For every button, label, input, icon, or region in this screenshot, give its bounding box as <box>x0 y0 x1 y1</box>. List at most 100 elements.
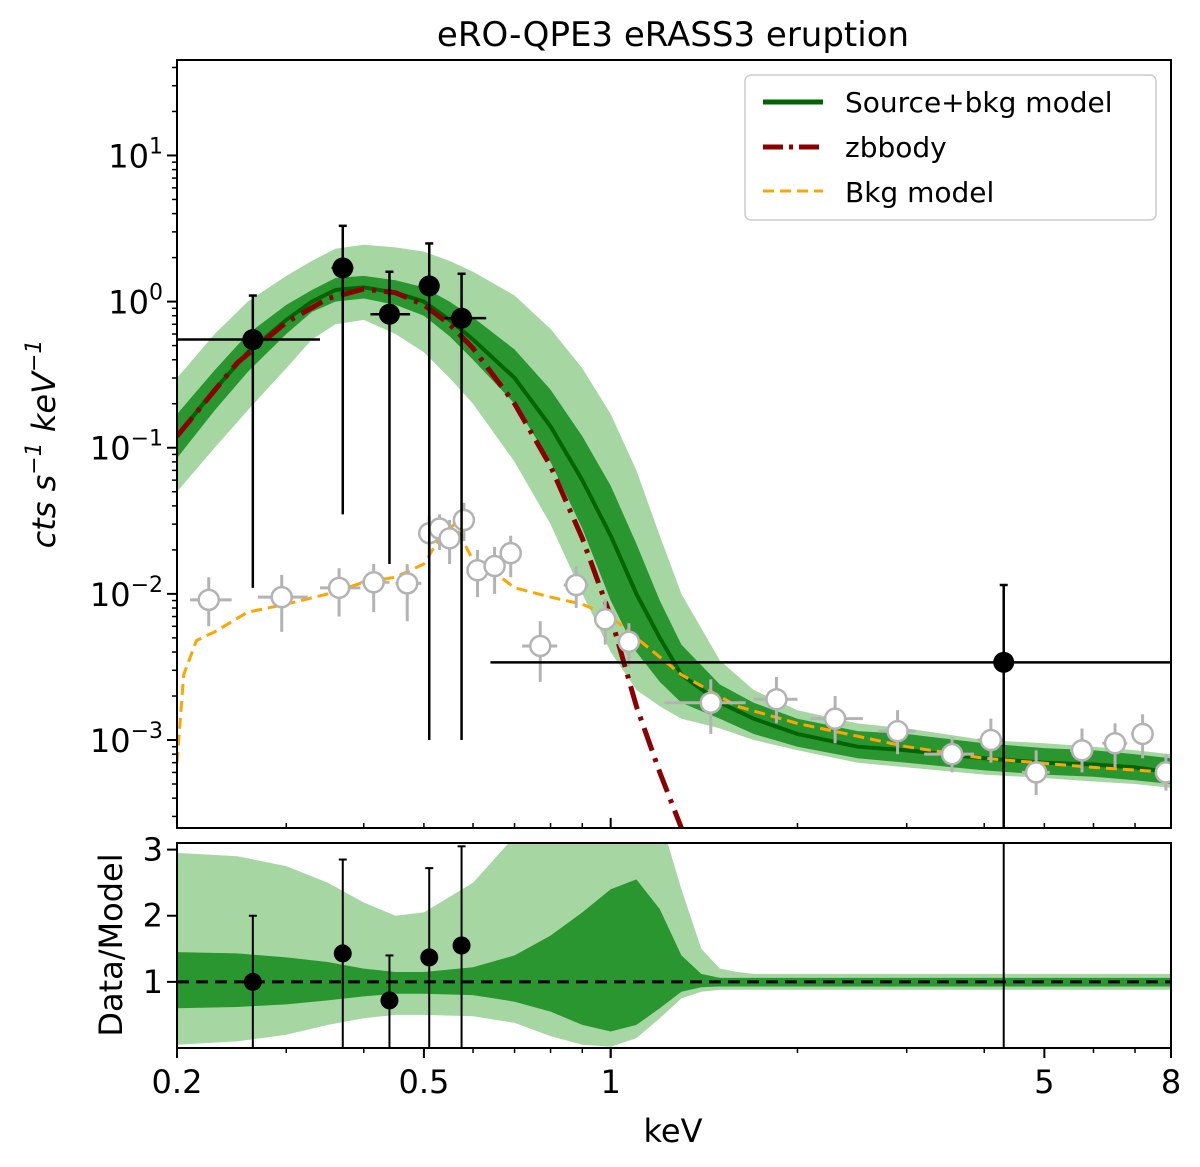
source-data-point <box>418 242 440 741</box>
x-tick-label: 0.5 <box>398 1063 449 1101</box>
bkg-data-point <box>452 502 476 542</box>
ratio-inner-confidence-band <box>177 879 1171 1032</box>
bkg-marker <box>886 719 909 743</box>
bkg-marker <box>823 707 847 730</box>
bkg-data-point <box>319 568 361 617</box>
bkg-marker <box>593 608 617 631</box>
ratio-marker <box>452 936 471 955</box>
bkg-marker <box>765 688 788 711</box>
bkg-marker <box>1070 739 1094 762</box>
bkg-data-point <box>617 623 641 667</box>
ratio-data-points <box>243 843 1005 1048</box>
y-tick-label: 10−1 <box>90 427 163 468</box>
ratio-data-point <box>1002 843 1005 1048</box>
bkg-data-point <box>466 549 489 598</box>
background-data-points <box>190 502 1171 796</box>
ratio-outer-confidence-band <box>177 843 1171 1047</box>
spectrum-plot-area <box>177 224 1171 828</box>
legend-label-bkg-model: Bkg model <box>845 176 994 209</box>
bkg-data-point <box>593 599 617 645</box>
bkg-data-point <box>1131 714 1154 759</box>
y-tick-label: 101 <box>108 134 163 175</box>
ratio-plot-area <box>177 843 1171 1048</box>
bkg-marker <box>270 585 293 609</box>
bkg-marker <box>197 588 220 612</box>
bkg-marker <box>1024 761 1048 784</box>
source-marker <box>993 651 1015 673</box>
ratio-x-ticks: 0.2 0.5 1 5 8 <box>152 1048 1181 1101</box>
bkg-data-point <box>1154 754 1171 791</box>
spectrum-x-ticks <box>176 818 1172 828</box>
bkg-marker <box>699 691 723 714</box>
ratio-y-tick-label: 1 <box>143 963 163 1001</box>
source-marker <box>242 329 264 351</box>
y-tick-label: 10−2 <box>90 573 163 614</box>
ratio-data-point <box>333 858 352 1048</box>
bkg-data-point <box>1021 750 1050 796</box>
bkg-data-point <box>1102 723 1128 768</box>
bkg-data-point <box>438 520 461 565</box>
legend-label-zbbody: zbbody <box>845 131 947 164</box>
bkg-marker <box>362 571 385 594</box>
bkg-marker <box>528 634 552 658</box>
bkg-data-point <box>753 676 798 724</box>
chart-title: eRO-QPE3 eRASS3 eruption <box>437 15 909 55</box>
x-tick-label: 8 <box>1161 1063 1181 1101</box>
x-tick-label: 0.2 <box>152 1063 203 1101</box>
ratio-y-ticks: 1 2 3 <box>143 831 177 1001</box>
source-marker <box>418 275 440 297</box>
legend-frame <box>744 74 1157 221</box>
bkg-data-point <box>1070 728 1094 773</box>
legend: Source+bkg model zbbody Bkg model <box>744 74 1157 221</box>
bkg-marker <box>1131 722 1154 746</box>
bkg-marker <box>564 573 588 597</box>
spectrum-panel-frame <box>176 59 1172 829</box>
bkg-data-point <box>924 736 974 773</box>
x-tick-label: 5 <box>1034 1063 1054 1101</box>
bkg-data-point <box>360 564 390 613</box>
ratio-marker <box>333 944 352 963</box>
source-data-points <box>177 224 1171 828</box>
bkg-data-point <box>190 577 232 627</box>
ratio-marker <box>420 948 439 967</box>
source-data-point <box>331 224 354 515</box>
bkg-marker <box>327 576 351 600</box>
bkg-data-point <box>977 718 1004 763</box>
ratio-y-tick-label: 3 <box>143 831 163 869</box>
source-data-point <box>370 270 411 565</box>
bkg-model-line <box>177 521 1171 774</box>
ratio-data-point <box>380 954 399 1048</box>
spectrum-y-axis-label: cts s−1 keV−1 <box>22 340 63 549</box>
source-marker <box>378 303 400 325</box>
bkg-marker <box>979 728 1003 752</box>
bkg-data-point <box>664 679 746 734</box>
ratio-marker <box>380 991 399 1010</box>
bkg-marker <box>1154 761 1171 784</box>
bkg-marker <box>395 572 419 595</box>
ratio-y-tick-label: 2 <box>143 897 163 935</box>
y-tick-label: 10−3 <box>90 719 163 760</box>
source-marker <box>451 307 473 329</box>
ratio-y-axis-label: Data/Model <box>92 853 130 1036</box>
source-data-point <box>444 272 487 741</box>
bkg-data-point <box>395 564 422 622</box>
bkg-data-point <box>257 574 308 632</box>
ratio-data-point <box>420 867 439 1048</box>
bkg-marker <box>483 554 506 578</box>
ratio-panel-frame <box>176 842 1172 1049</box>
source-data-point <box>490 583 1171 828</box>
bkg-data-point <box>810 696 863 744</box>
x-tick-label: 1 <box>600 1063 620 1101</box>
bkg-data-point <box>878 710 916 755</box>
bkg-marker <box>1103 732 1127 755</box>
spectrum-panel: 10−3 10−2 10−1 100 101 cts s−1 keV−1 Source+… <box>22 59 1172 829</box>
ratio-panel: 1 2 3 0.2 0.5 1 5 8 Data/Model keV <box>92 831 1181 1150</box>
bkg-marker <box>452 508 476 532</box>
bkg-data-point <box>522 621 558 682</box>
bkg-marker <box>438 527 461 550</box>
ratio-data-point <box>243 914 262 1048</box>
model-outer-confidence-band <box>177 244 1171 788</box>
ratio-data-point <box>452 845 471 1048</box>
bkg-data-point <box>499 535 522 578</box>
